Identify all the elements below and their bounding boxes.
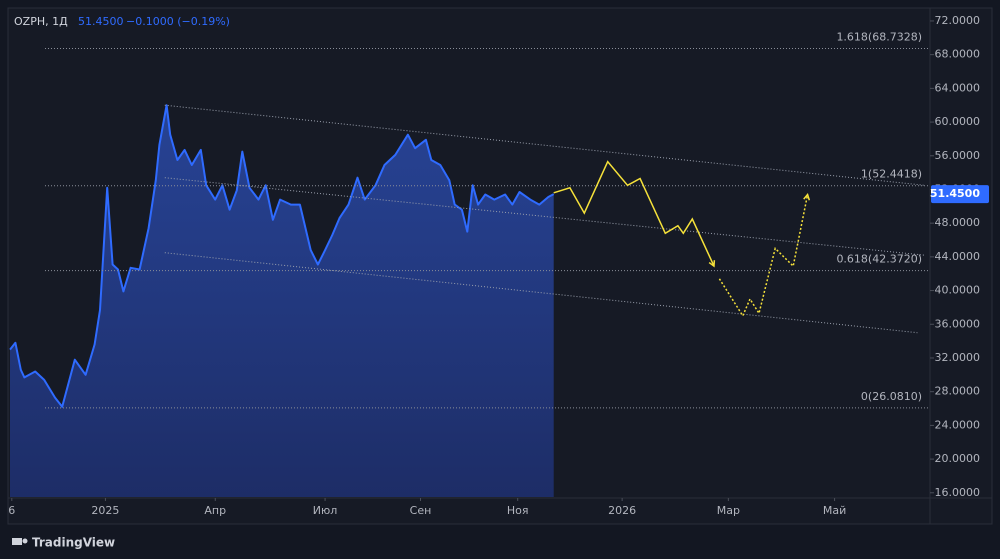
brand[interactable]: TradingView bbox=[32, 536, 115, 550]
x-tick-label: Сен bbox=[410, 504, 432, 517]
y-tick-label: 36.0000 bbox=[935, 317, 981, 330]
y-tick-label: 28.0000 bbox=[935, 385, 981, 398]
x-tick-label: Май bbox=[823, 504, 846, 517]
x-tick-label: 2025 bbox=[91, 504, 119, 517]
x-tick-label: Мар bbox=[717, 504, 740, 517]
x-tick-label: 2026 bbox=[608, 504, 636, 517]
y-tick-label: 24.0000 bbox=[935, 418, 981, 431]
fib-label: 0(26.0810) bbox=[861, 390, 922, 403]
y-tick-label: 72.0000 bbox=[935, 14, 981, 27]
y-tick-label: 16.0000 bbox=[935, 486, 981, 499]
forecast-path bbox=[553, 160, 715, 267]
y-tick-label: 32.0000 bbox=[935, 351, 981, 364]
price-line bbox=[9, 104, 555, 408]
last-price-tag bbox=[931, 185, 989, 204]
brand-logo: TradingView bbox=[12, 536, 115, 550]
y-tick-label: 56.0000 bbox=[935, 149, 981, 162]
x-tick-label: Июл bbox=[313, 504, 338, 517]
price-area bbox=[10, 105, 554, 497]
logo-icon bbox=[12, 538, 22, 545]
fib-label: 1(52.4418) bbox=[861, 168, 922, 181]
fib-label: 1.618(68.7328) bbox=[836, 30, 922, 43]
x-tick-label: Апр bbox=[204, 504, 226, 517]
change-text: −0.1000 (−0.19%) bbox=[126, 15, 230, 28]
trend-line bbox=[164, 252, 918, 334]
trend-line bbox=[164, 177, 925, 256]
arrow-head bbox=[708, 260, 716, 268]
y-tick-label: 20.0000 bbox=[935, 452, 981, 465]
trend-line bbox=[164, 104, 925, 186]
x-tick-label: Ноя bbox=[507, 504, 529, 517]
symbol: OZPH, 1Д bbox=[14, 15, 68, 28]
x-tick-label: 6 bbox=[8, 504, 15, 517]
y-tick-label: 40.0000 bbox=[935, 284, 981, 297]
y-tick-label: 64.0000 bbox=[935, 81, 981, 94]
price-text: 51.4500 bbox=[78, 15, 124, 28]
y-tick-label: 44.0000 bbox=[935, 250, 981, 263]
last-price-label: 51.4500 bbox=[930, 187, 980, 200]
fib-label: 0.618(42.3720) bbox=[836, 253, 922, 266]
logo-icon bbox=[22, 538, 28, 544]
y-tick-label: 48.0000 bbox=[935, 216, 981, 229]
y-tick-label: 68.0000 bbox=[935, 48, 981, 61]
arrow-head bbox=[803, 192, 811, 201]
y-tick-label: 60.0000 bbox=[935, 115, 981, 128]
